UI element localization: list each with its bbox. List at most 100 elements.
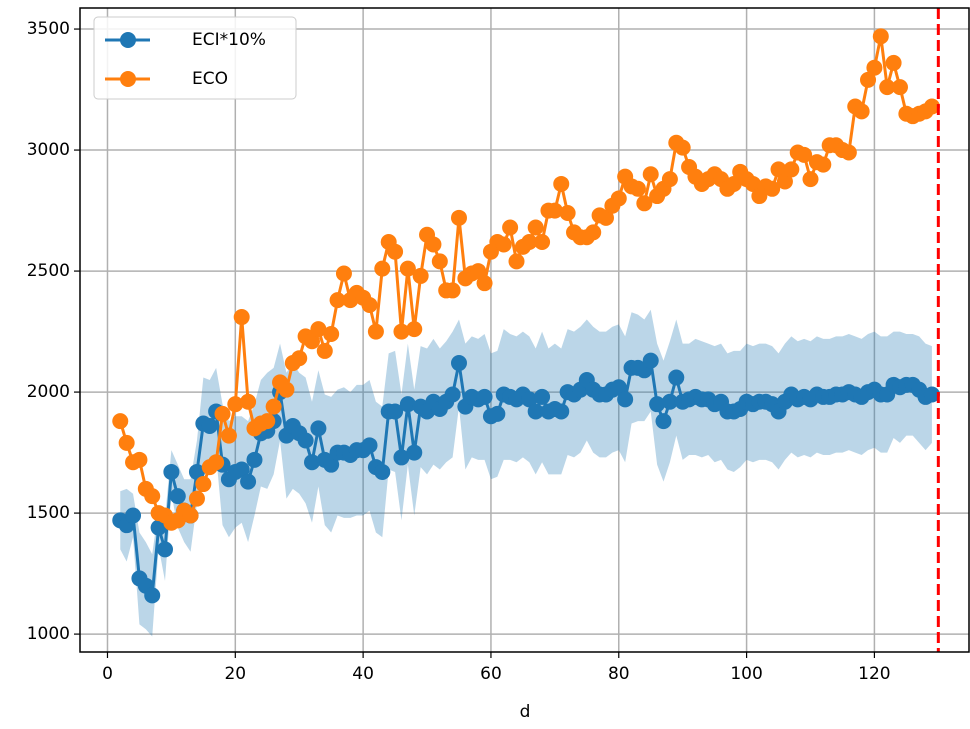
data-point [642,352,659,369]
y-tick-label: 3000 [27,140,70,160]
data-point [125,507,142,524]
data-point [188,490,205,507]
data-point [323,325,340,342]
data-point [387,403,404,420]
data-point [329,292,346,309]
data-point [144,488,161,505]
data-point [815,156,832,173]
data-point [783,161,800,178]
data-point [182,507,199,524]
data-point [444,282,461,299]
data-point [195,476,212,493]
data-point [802,171,819,188]
data-point [387,243,404,260]
data-point [476,388,493,405]
data-point [406,444,423,461]
y-tick-label: 1500 [27,503,70,523]
data-point [188,463,205,480]
data-point [265,398,282,415]
data-point [374,463,391,480]
x-tick-label: 20 [224,664,246,684]
y-tick-label: 2500 [27,261,70,281]
data-point [367,323,384,340]
data-point [246,451,263,468]
x-tick-label: 120 [858,664,890,684]
data-point [361,296,378,313]
legend-marker [120,71,136,87]
data-point [412,267,429,284]
data-point [361,437,378,454]
data-point [642,166,659,183]
data-point [534,234,551,251]
data-point [866,59,883,76]
y-tick-label: 1000 [27,624,70,644]
legend: ECI*10% ECO [93,16,297,100]
data-point [546,202,563,219]
x-tick-label: 40 [352,664,374,684]
x-tick-label: 100 [730,664,762,684]
data-point [118,434,135,451]
data-point [559,204,576,221]
data-point [860,71,877,88]
data-point [649,396,666,413]
data-point [112,413,129,430]
data-point [521,391,538,408]
data-point [597,209,614,226]
data-point [335,265,352,282]
data-point [610,379,627,396]
data-point [923,98,940,115]
data-point [770,161,787,178]
data-point [796,146,813,163]
data-point [610,190,627,207]
data-point [553,403,570,420]
data-point [233,461,250,478]
data-point [259,413,276,430]
data-point [393,449,410,466]
confidence-band [120,309,932,637]
data-point [303,454,320,471]
data-point [585,224,602,241]
data-point [872,28,889,45]
data-point [502,219,519,236]
data-point [297,432,314,449]
data-point [521,234,538,251]
data-point [406,321,423,338]
data-point [163,463,180,480]
x-tick-label: 80 [608,664,630,684]
data-point [208,454,225,471]
data-point [636,195,653,212]
data-point [444,386,461,403]
data-point [201,417,218,434]
data-point [668,369,685,386]
data-point [393,323,410,340]
data-point [725,175,742,192]
legend-label: ECI*10% [192,30,266,50]
data-point [240,393,257,410]
data-point [220,427,237,444]
data-point [157,541,174,558]
data-point [891,79,908,96]
data-point [278,381,295,398]
data-point [214,405,231,422]
data-point [374,260,391,277]
data-point [150,519,167,536]
data-point [399,396,416,413]
x-tick-label: 60 [480,664,502,684]
data-point [923,386,940,403]
data-point [169,488,186,505]
data-point [508,253,525,270]
x-axis-label: d [520,702,531,722]
data-point [450,355,467,372]
data-point [310,420,327,437]
data-point [553,175,570,192]
data-point [776,173,793,190]
data-point [661,171,678,188]
x-tick-label: 0 [102,664,113,684]
data-point [885,54,902,71]
data-point [629,180,646,197]
data-point [227,396,244,413]
data-point [450,209,467,226]
data-point [534,388,551,405]
data-point [470,263,487,280]
